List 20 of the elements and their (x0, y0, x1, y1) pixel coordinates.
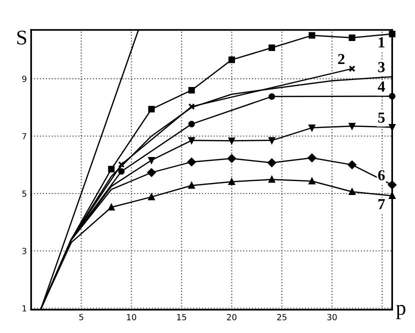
x-axis-title: p (396, 304, 406, 320)
series-label: 5 (378, 112, 385, 123)
y-tick-label: 9 (22, 76, 26, 82)
series-label: 2 (338, 54, 344, 64)
series-label: 3 (378, 62, 385, 72)
y-tick-label: 3 (22, 248, 26, 254)
series-label: 6 (378, 170, 385, 180)
y-axis-title: S (17, 30, 26, 45)
y-tick-label: 7 (22, 133, 26, 140)
x-tick-label: 10 (127, 314, 136, 320)
y-tick-label: 5 (22, 190, 26, 197)
x-tick-label: 5 (79, 314, 84, 320)
x-tick-label: 25 (277, 314, 286, 320)
series-label: 1 (378, 37, 384, 48)
y-tick-label: 1 (22, 305, 26, 312)
series-label: 4 (378, 82, 385, 92)
x-tick-label: 30 (327, 314, 337, 320)
x-tick-label: 15 (177, 314, 186, 320)
series-label: 7 (378, 199, 385, 210)
x-tick-label: 20 (227, 314, 236, 320)
